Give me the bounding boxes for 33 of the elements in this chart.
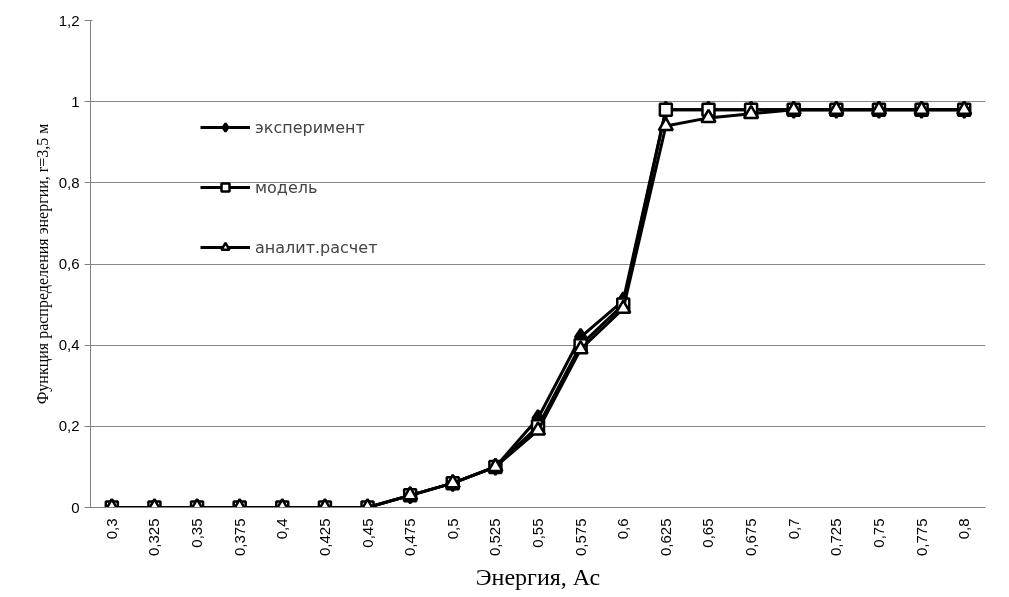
x-tick-label: 0,4 bbox=[273, 518, 291, 540]
y-tick-label: 1,2 bbox=[58, 11, 80, 29]
x-tick-label: 0,575 bbox=[571, 518, 589, 557]
x-tick-label: 0,65 bbox=[699, 518, 717, 548]
x-tick-label: 0,75 bbox=[869, 518, 887, 548]
x-tick-label: 0,625 bbox=[656, 518, 674, 557]
legend-label: аналит.расчет bbox=[255, 237, 378, 257]
x-tick-label: 0,775 bbox=[912, 518, 930, 557]
x-tick-label: 0,525 bbox=[486, 518, 504, 557]
y-tick-label: 0 bbox=[71, 498, 80, 516]
x-tick-label: 0,325 bbox=[145, 518, 163, 557]
x-tick-label: 0,675 bbox=[742, 518, 760, 557]
y-axis-title: Функция распределения энергии, r=3,5 м bbox=[33, 123, 52, 405]
y-tick-label: 0,6 bbox=[58, 255, 80, 272]
y-tick-label: 0,2 bbox=[58, 417, 80, 435]
x-tick-label: 0,425 bbox=[315, 518, 333, 557]
x-tick-label: 0,3 bbox=[102, 518, 120, 540]
y-tick-label: 0,4 bbox=[58, 336, 80, 354]
x-tick-label: 0,8 bbox=[955, 518, 973, 540]
x-tick-label: 0,6 bbox=[614, 518, 632, 540]
x-tick-label: 0,725 bbox=[827, 518, 845, 557]
x-tick-label: 0,7 bbox=[784, 518, 802, 540]
y-tick-label: 1 bbox=[71, 92, 80, 110]
x-tick-label: 0,55 bbox=[529, 518, 546, 548]
x-tick-label: 0,375 bbox=[230, 518, 248, 557]
x-tick-label: 0,5 bbox=[443, 518, 461, 540]
legend-label: модель bbox=[255, 177, 318, 197]
x-axis-title: Энергия, Ас bbox=[475, 564, 601, 591]
x-tick-label: 0,45 bbox=[358, 518, 376, 548]
y-tick-label: 0,8 bbox=[58, 173, 80, 191]
x-tick-label: 0,475 bbox=[401, 518, 419, 557]
x-tick-label: 0,35 bbox=[188, 518, 206, 548]
legend-label: эксперимент bbox=[255, 117, 365, 137]
